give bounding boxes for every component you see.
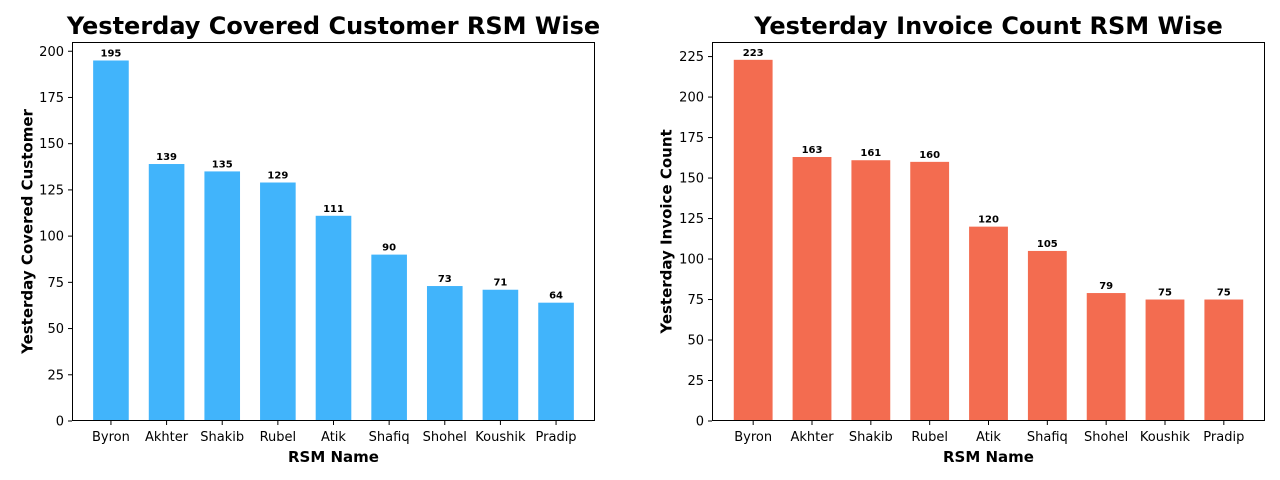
data-label: 64 (549, 291, 563, 302)
y-tick-label: 175 (679, 131, 704, 146)
bar (315, 215, 352, 421)
bar (538, 302, 574, 421)
y-axis-label: Yesterday Invoice Count (657, 129, 675, 334)
data-label: 75 (1158, 288, 1172, 299)
bar (1145, 299, 1185, 421)
y-tick-label: 50 (687, 334, 704, 349)
y-tick-label: 100 (679, 253, 704, 268)
data-label: 195 (101, 48, 122, 59)
bar (733, 59, 773, 422)
x-tick-label: Koushik (1140, 430, 1191, 445)
x-tick-label: Byron (92, 430, 130, 445)
x-axis-label: RSM Name (288, 448, 379, 466)
bar (371, 254, 407, 421)
data-label: 79 (1099, 281, 1113, 292)
x-axis-label: RSM Name (943, 448, 1034, 466)
bar (204, 171, 241, 421)
y-tick-label: 75 (47, 276, 64, 291)
y-tick-label: 0 (56, 415, 64, 430)
bar (260, 182, 296, 421)
data-label: 163 (802, 145, 823, 156)
data-label: 161 (860, 148, 881, 159)
x-tick-label: Shakib (849, 430, 893, 445)
bar (1204, 299, 1244, 421)
covered-customer-chart: Yesterday Covered Customer RSM Wise RSM … (18, 12, 600, 466)
y-axis-label: Yesterday Covered Customer (18, 108, 36, 354)
data-label: 105 (1037, 239, 1058, 250)
bar (969, 226, 1008, 421)
plot-frame (72, 42, 595, 421)
y-tick-label: 75 (687, 293, 704, 308)
x-tick-label: Koushik (475, 430, 526, 445)
y-tick-label: 150 (39, 137, 64, 152)
y-tick-label: 125 (679, 212, 704, 227)
x-tick-label: Shafiq (1027, 430, 1068, 445)
x-tick-label: Rubel (260, 430, 297, 445)
plot-frame (712, 42, 1265, 421)
y-tick-label: 25 (687, 374, 704, 389)
data-label: 75 (1217, 288, 1231, 299)
x-tick-label: Pradip (536, 430, 577, 445)
bar (910, 161, 950, 421)
data-label: 120 (978, 215, 999, 226)
bar (93, 60, 129, 422)
bar (1086, 293, 1126, 421)
bar (426, 286, 463, 421)
data-label: 139 (156, 152, 177, 163)
x-tick-label: Shohel (423, 430, 467, 445)
bars-layer: 195 139 135 129 111 90 73 71 64 Byron Akhter Shakib… (39, 45, 576, 445)
y-tick-label: 0 (696, 415, 704, 430)
y-tick-label: 150 (679, 172, 704, 187)
bar (851, 160, 891, 421)
x-tick-label: Shakib (200, 430, 244, 445)
x-tick-label: Byron (734, 430, 772, 445)
y-tick-label: 200 (39, 45, 64, 60)
bars-layer: 223 163 161 160 120 105 79 75 75 Byron Akhter Shaki… (679, 48, 1244, 445)
x-tick-label: Rubel (911, 430, 948, 445)
data-label: 135 (212, 159, 233, 170)
data-label: 160 (919, 150, 940, 161)
y-tick-label: 25 (47, 368, 64, 383)
data-label: 71 (493, 278, 507, 289)
y-tick-label: 225 (679, 50, 704, 65)
chart-title: Yesterday Covered Customer RSM Wise (66, 12, 600, 40)
data-label: 129 (267, 171, 288, 182)
bar (482, 289, 519, 421)
x-tick-label: Akhter (145, 430, 189, 445)
data-label: 90 (382, 243, 396, 254)
x-tick-label: Akhter (790, 430, 834, 445)
x-tick-label: Atik (976, 430, 1001, 445)
y-tick-label: 50 (47, 322, 64, 337)
bar (148, 164, 185, 421)
data-label: 223 (743, 48, 764, 59)
x-tick-label: Pradip (1203, 430, 1244, 445)
y-tick-label: 125 (39, 183, 64, 198)
bar (792, 156, 832, 421)
y-tick-label: 100 (39, 230, 64, 245)
invoice-count-chart: Yesterday Invoice Count RSM Wise RSM Nam… (657, 12, 1265, 466)
x-tick-label: Atik (321, 430, 346, 445)
y-tick-label: 200 (679, 91, 704, 106)
x-tick-label: Shafiq (369, 430, 410, 445)
chart-title: Yesterday Invoice Count RSM Wise (753, 12, 1223, 40)
data-label: 111 (323, 204, 344, 215)
x-tick-label: Shohel (1084, 430, 1128, 445)
y-tick-label: 175 (39, 91, 64, 106)
bar (1027, 250, 1067, 421)
data-label: 73 (438, 274, 452, 285)
